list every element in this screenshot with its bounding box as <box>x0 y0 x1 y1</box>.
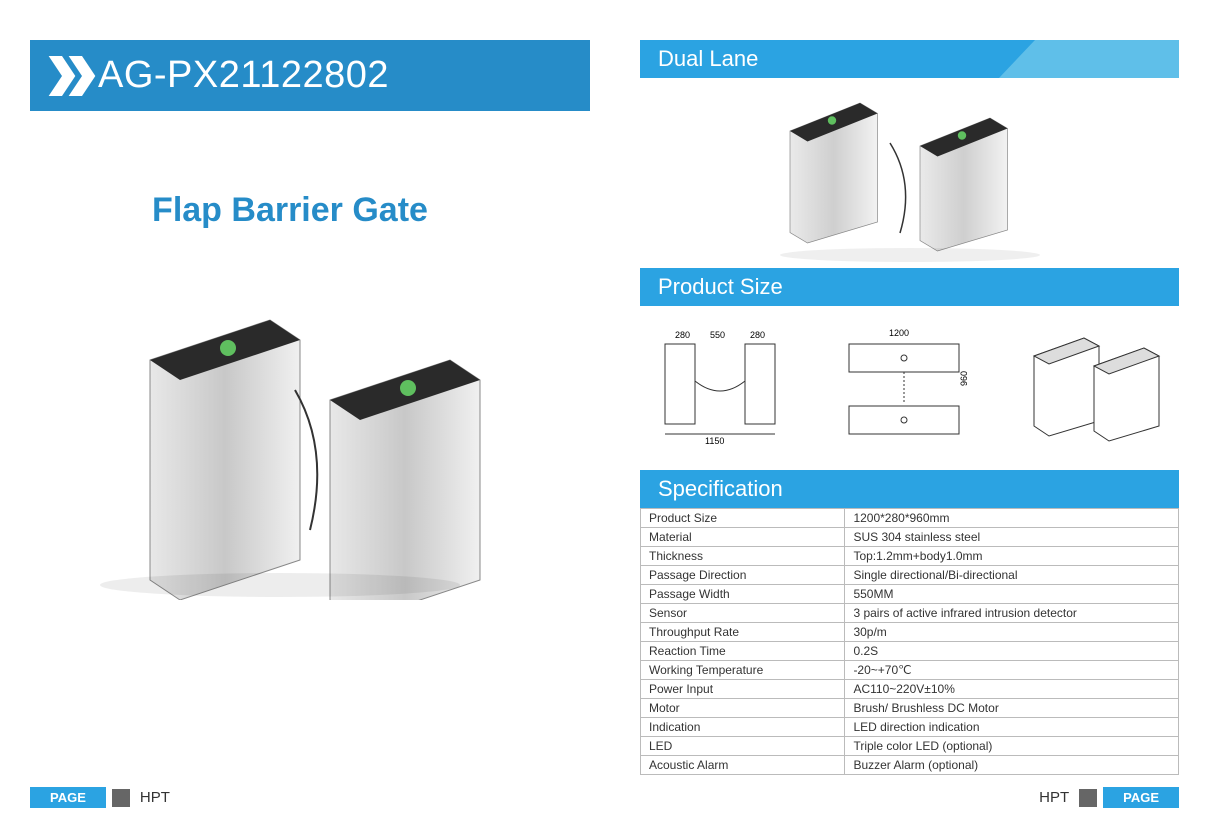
page-footer: PAGE HPT HPT PAGE <box>0 787 1209 808</box>
footer-page-left: PAGE <box>30 787 106 808</box>
page-root: AG-PX21122802 Flap Barrier Gate <box>0 0 1209 826</box>
product-subtitle: Flap Barrier Gate <box>30 191 550 230</box>
footer-page-right: PAGE <box>1103 787 1179 808</box>
section-product-size-label: Product Size <box>658 274 783 299</box>
footer-square-icon <box>1079 789 1097 807</box>
spec-value: 3 pairs of active infrared intrusion det… <box>845 604 1179 623</box>
spec-value: AC110~220V±10% <box>845 680 1179 699</box>
table-row: Acoustic AlarmBuzzer Alarm (optional) <box>641 756 1179 775</box>
chevron-right-icon <box>48 56 88 96</box>
footer-hpt-right: HPT <box>1035 789 1073 806</box>
table-row: Working Temperature-20~+70℃ <box>641 661 1179 680</box>
table-row: Sensor3 pairs of active infrared intrusi… <box>641 604 1179 623</box>
footer-square-icon <box>112 789 130 807</box>
spec-value: 550MM <box>845 585 1179 604</box>
footer-right: HPT PAGE <box>1035 787 1179 808</box>
spec-key: Throughput Rate <box>641 623 845 642</box>
spec-key: Working Temperature <box>641 661 845 680</box>
spec-value: Buzzer Alarm (optional) <box>845 756 1179 775</box>
spec-value: Top:1.2mm+body1.0mm <box>845 547 1179 566</box>
dim-top-w: 1200 <box>889 328 909 338</box>
right-column: Dual Lane <box>640 40 1179 776</box>
spec-key: Indication <box>641 718 845 737</box>
footer-left: PAGE HPT <box>30 787 174 808</box>
spec-key: Passage Direction <box>641 566 845 585</box>
table-row: ThicknessTop:1.2mm+body1.0mm <box>641 547 1179 566</box>
spec-key: Power Input <box>641 680 845 699</box>
table-row: Power InputAC110~220V±10% <box>641 680 1179 699</box>
table-row: MaterialSUS 304 stainless steel <box>641 528 1179 547</box>
spec-value: Brush/ Brushless DC Motor <box>845 699 1179 718</box>
table-row: Throughput Rate30p/m <box>641 623 1179 642</box>
spec-key: Reaction Time <box>641 642 845 661</box>
table-row: Passage DirectionSingle directional/Bi-d… <box>641 566 1179 585</box>
spec-key: Acoustic Alarm <box>641 756 845 775</box>
section-dual-lane: Dual Lane <box>640 40 1179 78</box>
section-specification-label: Specification <box>658 476 783 501</box>
dim-gap: 550 <box>710 330 725 340</box>
spec-value: -20~+70℃ <box>845 661 1179 680</box>
spec-value: LED direction indication <box>845 718 1179 737</box>
spec-key: Thickness <box>641 547 845 566</box>
model-number: AG-PX21122802 <box>98 54 389 97</box>
spec-value: Triple color LED (optional) <box>845 737 1179 756</box>
model-title-bar: AG-PX21122802 <box>30 40 590 111</box>
section-product-size: Product Size <box>640 268 1179 306</box>
dim-w1: 280 <box>675 330 690 340</box>
dim-w2: 280 <box>750 330 765 340</box>
left-column: AG-PX21122802 Flap Barrier Gate <box>30 40 610 776</box>
footer-hpt-left: HPT <box>136 789 174 806</box>
spec-value: Single directional/Bi-directional <box>845 566 1179 585</box>
size-diagrams: 280 550 280 1150 1200 960 <box>640 316 1179 456</box>
table-row: Product Size1200*280*960mm <box>641 509 1179 528</box>
spec-key: Motor <box>641 699 845 718</box>
spec-value: 1200*280*960mm <box>845 509 1179 528</box>
spec-value: 30p/m <box>845 623 1179 642</box>
dim-total: 1150 <box>705 436 724 446</box>
table-row: LEDTriple color LED (optional) <box>641 737 1179 756</box>
product-image-main <box>80 260 560 600</box>
table-row: Passage Width550MM <box>641 585 1179 604</box>
specification-table: Product Size1200*280*960mmMaterialSUS 30… <box>640 508 1179 775</box>
spec-key: Passage Width <box>641 585 845 604</box>
dual-lane-image <box>640 78 1179 268</box>
spec-key: Material <box>641 528 845 547</box>
spec-key: LED <box>641 737 845 756</box>
section-dual-lane-label: Dual Lane <box>658 46 758 71</box>
table-row: Reaction Time0.2S <box>641 642 1179 661</box>
table-row: MotorBrush/ Brushless DC Motor <box>641 699 1179 718</box>
dim-h: 960 <box>959 371 969 386</box>
table-row: IndicationLED direction indication <box>641 718 1179 737</box>
spec-key: Product Size <box>641 509 845 528</box>
spec-value: 0.2S <box>845 642 1179 661</box>
section-specification: Specification <box>640 470 1179 508</box>
spec-value: SUS 304 stainless steel <box>845 528 1179 547</box>
spec-key: Sensor <box>641 604 845 623</box>
